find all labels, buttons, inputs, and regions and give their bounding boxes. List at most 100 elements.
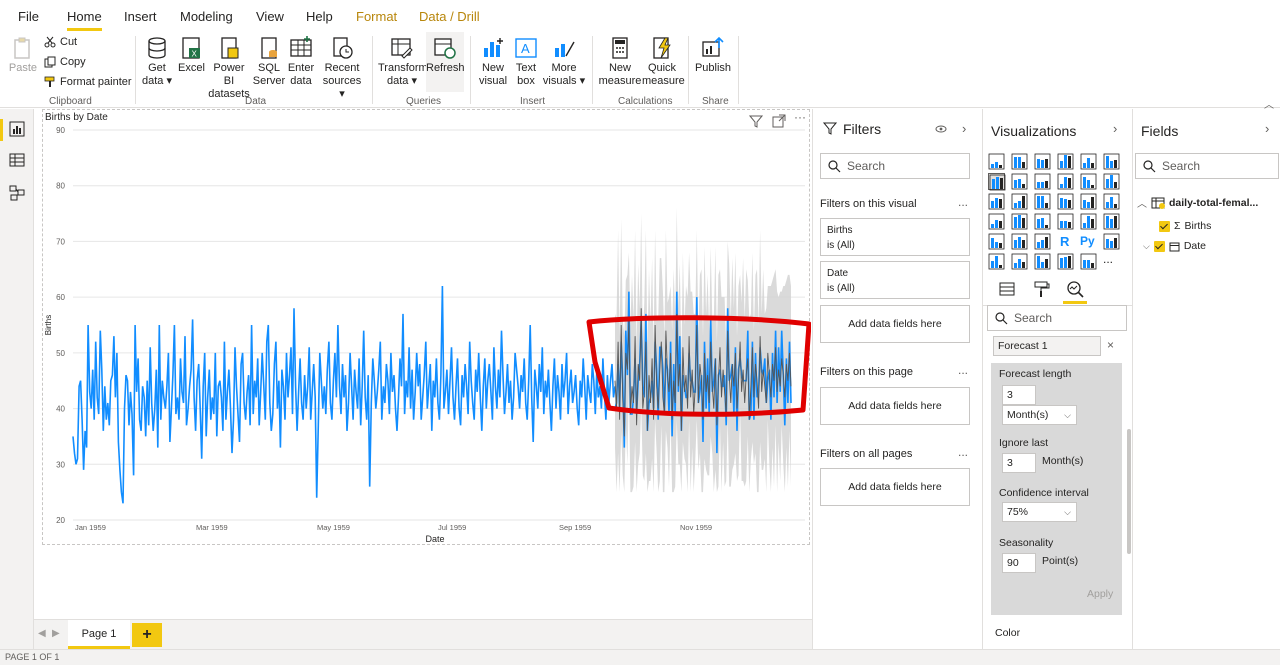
menu-help[interactable]: Help xyxy=(306,9,333,24)
filters-search-input[interactable]: Search xyxy=(820,153,970,179)
menu-insert[interactable]: Insert xyxy=(124,9,157,24)
qa-icon[interactable] xyxy=(1011,253,1028,270)
menu-data-drill[interactable]: Data / Drill xyxy=(419,9,480,24)
table-icon[interactable] xyxy=(1011,233,1028,250)
format-paint-roller-icon[interactable] xyxy=(1031,279,1051,299)
field-births[interactable]: Σ Births xyxy=(1159,220,1211,232)
filter-icon[interactable] xyxy=(749,114,763,128)
map-icon[interactable] xyxy=(988,213,1005,230)
100-bar-icon[interactable] xyxy=(1080,153,1097,170)
paste-button[interactable]: Paste xyxy=(8,36,38,75)
donut-icon[interactable] xyxy=(1080,193,1097,210)
treemap-icon[interactable] xyxy=(1103,193,1120,210)
r-visual-icon[interactable]: R xyxy=(1057,233,1074,250)
filter-card-births[interactable]: Births is (All) xyxy=(820,218,970,256)
add-data-fields-page[interactable]: Add data fields here xyxy=(820,387,970,425)
waterfall-icon[interactable] xyxy=(988,193,1005,210)
kpi-icon[interactable] xyxy=(1103,213,1120,230)
report-view-icon[interactable] xyxy=(9,121,25,137)
menu-format[interactable]: Format xyxy=(356,9,398,24)
add-data-fields-visual[interactable]: Add data fields here xyxy=(820,305,970,343)
multirow-card-icon[interactable] xyxy=(1080,213,1097,230)
sql-server-button[interactable]: SQL Server xyxy=(252,36,286,88)
line-stacked-icon[interactable] xyxy=(1080,173,1097,190)
add-data-fields-all[interactable]: Add data fields here xyxy=(820,468,970,506)
more-options-icon[interactable]: ... xyxy=(957,445,968,459)
more-options-icon[interactable]: ··· xyxy=(794,110,806,124)
more-options-icon[interactable]: ... xyxy=(957,195,968,209)
eye-icon[interactable] xyxy=(935,124,947,134)
publish-button[interactable]: Publish xyxy=(694,36,732,75)
more-visuals-button[interactable]: More visuals ▾ xyxy=(542,36,586,88)
recent-sources-button[interactable]: Recent sources ▾ xyxy=(320,36,364,101)
stacked-column-icon[interactable] xyxy=(1011,153,1028,170)
seasonality-input[interactable]: 90 xyxy=(1002,553,1036,573)
cut-button[interactable]: Cut xyxy=(44,36,77,48)
viz-search-input[interactable]: Search xyxy=(987,305,1127,331)
arcgis-icon[interactable] xyxy=(1080,253,1097,270)
checkbox-checked[interactable] xyxy=(1159,220,1170,232)
checkbox-checked[interactable] xyxy=(1153,240,1165,252)
line-icon[interactable] xyxy=(988,173,1006,191)
ribbon-icon[interactable] xyxy=(1103,173,1120,190)
close-icon[interactable]: × xyxy=(1107,338,1115,352)
copy-button[interactable]: Copy xyxy=(44,56,86,68)
transform-data-button[interactable]: Transform data ▾ xyxy=(378,36,428,88)
area-icon[interactable] xyxy=(1011,173,1028,190)
page-tab-1[interactable]: Page 1 xyxy=(68,620,130,649)
quick-measure-button[interactable]: Quick measure xyxy=(642,36,685,88)
chevron-right-icon[interactable]: › xyxy=(962,121,967,136)
forecast-length-input[interactable]: 3 xyxy=(1002,385,1036,405)
data-view-icon[interactable] xyxy=(9,152,25,168)
smart-narrative-icon[interactable] xyxy=(1034,253,1051,270)
ignore-last-input[interactable]: 3 xyxy=(1002,453,1036,473)
python-visual-icon[interactable]: Py xyxy=(1080,233,1097,250)
menu-modeling[interactable]: Modeling xyxy=(180,9,233,24)
decomposition-icon[interactable] xyxy=(988,253,1005,270)
gauge-icon[interactable] xyxy=(1034,213,1051,230)
apply-button[interactable]: Apply xyxy=(1087,588,1114,600)
prev-page-icon[interactable]: ◀ xyxy=(38,628,46,639)
chevron-right-icon[interactable]: › xyxy=(1113,121,1118,136)
more-icon[interactable]: ... xyxy=(1103,253,1120,270)
slicer-icon[interactable] xyxy=(988,233,1005,250)
text-box-button[interactable]: A Text box xyxy=(512,36,540,88)
analytics-magnifier-icon[interactable] xyxy=(1065,279,1085,299)
add-page-button[interactable]: + xyxy=(132,623,162,647)
scatter-icon[interactable] xyxy=(1034,193,1051,210)
clustered-bar-icon[interactable] xyxy=(1034,153,1051,170)
chevron-right-icon[interactable]: › xyxy=(1265,121,1270,136)
focus-mode-icon[interactable] xyxy=(772,114,786,128)
get-data-button[interactable]: Get data ▾ xyxy=(140,36,174,88)
chevron-up-icon[interactable]: ︿ xyxy=(1264,100,1274,111)
menu-view[interactable]: View xyxy=(256,9,284,24)
refresh-button[interactable]: Refresh xyxy=(426,32,465,92)
menu-home[interactable]: Home xyxy=(67,9,102,31)
scrollbar[interactable] xyxy=(1127,429,1131,554)
line-chart-visual[interactable]: Births by Date ··· 20 30 40 50 60 70 80 90 Birth… xyxy=(42,109,811,545)
filter-card-date[interactable]: Date is (All) xyxy=(820,261,970,299)
line-column-icon[interactable] xyxy=(1057,173,1074,190)
confidence-interval-select[interactable]: 75% ⌵ xyxy=(1002,502,1077,522)
field-date[interactable]: ⌵ Date xyxy=(1143,240,1206,252)
card-icon[interactable] xyxy=(1057,213,1074,230)
model-view-icon[interactable] xyxy=(9,185,25,201)
menu-file[interactable]: File xyxy=(18,9,39,24)
excel-button[interactable]: X Excel xyxy=(178,36,205,75)
more-options-icon[interactable]: ... xyxy=(957,363,968,377)
enter-data-button[interactable]: Enter data xyxy=(286,36,316,88)
filled-map-icon[interactable] xyxy=(1011,213,1028,230)
100-column-icon[interactable] xyxy=(1103,153,1120,170)
stacked-bar-icon[interactable] xyxy=(988,153,1005,170)
funnel-icon[interactable] xyxy=(1011,193,1028,210)
power-bi-datasets-button[interactable]: Power BI datasets xyxy=(208,36,250,101)
matrix-icon[interactable] xyxy=(1034,233,1051,250)
fields-tab-icon[interactable] xyxy=(997,279,1017,299)
pie-icon[interactable] xyxy=(1057,193,1074,210)
stacked-area-icon[interactable] xyxy=(1034,173,1051,190)
paginated-icon[interactable] xyxy=(1057,253,1074,270)
fields-search-input[interactable]: Search xyxy=(1135,153,1279,179)
next-page-icon[interactable]: ▶ xyxy=(52,628,60,639)
new-measure-button[interactable]: New measure xyxy=(598,36,642,88)
new-visual-button[interactable]: New visual xyxy=(478,36,508,88)
